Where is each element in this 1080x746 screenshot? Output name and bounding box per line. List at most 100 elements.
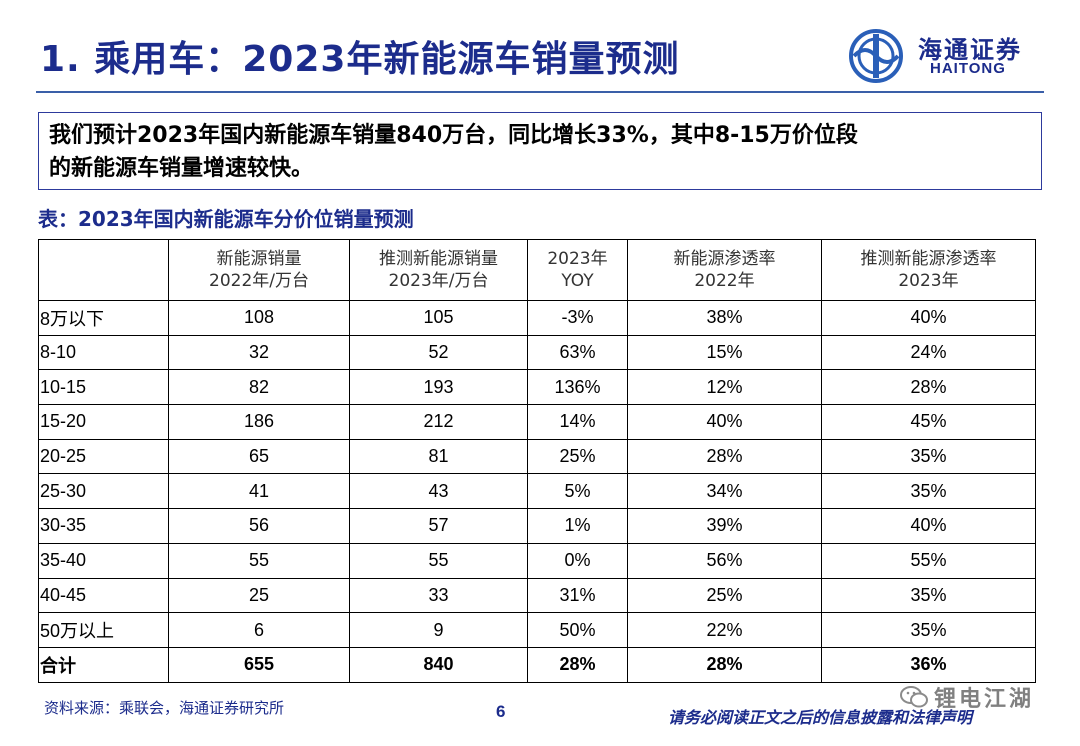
cell-penetration-2023: 28% [821,369,1036,406]
cell-penetration-2023: 55% [821,542,1036,579]
cell-penetration-2022: 28% [627,438,822,475]
table-row: 40-45 25 33 31% 25% 35% [38,577,1036,614]
cell-penetration-2023: 40% [821,508,1036,544]
header-cell-yoy: 2023年 YOY [527,239,628,301]
cell-penetration-2022: 15% [627,334,822,371]
cell-sales-2022: 82 [168,369,350,406]
cell-yoy: 25% [527,438,628,475]
table-row: 10-15 82 193 136% 12% 28% [38,369,1036,406]
cell-price-band: 25-30 [38,473,169,510]
header-cell-sales-2023: 推测新能源销量 2023年/万台 [349,239,528,301]
table-row: 25-30 41 43 5% 34% 35% [38,473,1036,510]
cell-sales-2022: 32 [168,334,350,371]
cell-penetration-2022: 39% [627,508,822,544]
header-cell-penetration-2023: 推测新能源渗透率 2023年 [821,239,1036,301]
source-note: 资料来源：乘联会，海通证券研究所 [44,699,285,717]
cell-penetration-2023: 40% [821,300,1036,336]
cell-yoy: 63% [527,334,628,371]
cell-sales-2023: 81 [349,438,528,475]
cell-yoy: 1% [527,508,628,544]
table-row: 20-25 65 81 25% 28% 35% [38,438,1036,475]
cell-sales-2022: 655 [168,646,350,683]
cell-price-band: 15-20 [38,404,169,440]
header-cell-sales-2022: 新能源销量 2022年/万台 [168,239,350,301]
cell-price-band: 10-15 [38,369,169,406]
cell-sales-2023: 52 [349,334,528,371]
cell-sales-2023: 33 [349,577,528,614]
cell-sales-2022: 186 [168,404,350,440]
summary-box: 我们预计2023年国内新能源车销量840万台，同比增长33%，其中8-15万价位… [38,112,1042,190]
cell-sales-2022: 65 [168,438,350,475]
cell-yoy: 50% [527,612,628,648]
cell-price-band: 50万以上 [38,612,169,648]
cell-yoy: 28% [527,646,628,683]
cell-penetration-2022: 22% [627,612,822,648]
cell-sales-2023: 212 [349,404,528,440]
cell-sales-2022: 56 [168,508,350,544]
cell-sales-2023: 840 [349,646,528,683]
cell-sales-2023: 57 [349,508,528,544]
cell-price-band: 40-45 [38,577,169,614]
sales-forecast-table: 新能源销量 2022年/万台 推测新能源销量 2023年/万台 2023年 YOY 新… [38,239,1036,683]
logo-chinese-name: 海通证券 [918,35,1022,64]
table-row: 8万以下 108 105 -3% 38% 40% [38,300,1036,336]
haitong-logo: 海通证券 HAITONG [848,28,1048,84]
cell-price-band: 8万以下 [38,300,169,336]
cell-yoy: 31% [527,577,628,614]
cell-penetration-2023: 35% [821,473,1036,510]
cell-penetration-2023: 35% [821,577,1036,614]
cell-penetration-2022: 38% [627,300,822,336]
cell-penetration-2023: 36% [821,646,1036,683]
haitong-emblem-icon [849,29,903,83]
cell-sales-2022: 41 [168,473,350,510]
table-row: 8-10 32 52 63% 15% 24% [38,334,1036,371]
watermark: 锂电江湖 [900,680,1070,714]
cell-yoy: 14% [527,404,628,440]
cell-yoy: 5% [527,473,628,510]
table-row: 50万以上 6 9 50% 22% 35% [38,612,1036,648]
cell-penetration-2022: 28% [627,646,822,683]
cell-sales-2023: 55 [349,542,528,579]
table-total-row: 合计 655 840 28% 28% 36% [38,646,1036,683]
cell-penetration-2023: 35% [821,612,1036,648]
header-cell-price-band [38,239,169,301]
cell-sales-2023: 43 [349,473,528,510]
header-cell-penetration-2022: 新能源渗透率 2022年 [627,239,822,301]
table-row: 15-20 186 212 14% 40% 45% [38,404,1036,440]
cell-penetration-2022: 34% [627,473,822,510]
summary-line: 的新能源车销量增速较快。 [49,156,314,181]
cell-sales-2022: 108 [168,300,350,336]
cell-yoy: 0% [527,542,628,579]
cell-penetration-2022: 56% [627,542,822,579]
header-divider [36,91,1044,93]
cell-sales-2022: 25 [168,577,350,614]
cell-yoy: -3% [527,300,628,336]
wechat-icon [900,686,928,708]
table-row: 30-35 56 57 1% 39% 40% [38,508,1036,544]
cell-price-band: 35-40 [38,542,169,579]
legal-disclaimer: 请务必阅读正文之后的信息披露和法律声明 [668,708,973,727]
cell-price-band: 8-10 [38,334,169,371]
table-caption: 表：2023年国内新能源车分价位销量预测 [38,207,414,231]
cell-yoy: 136% [527,369,628,406]
cell-sales-2023: 193 [349,369,528,406]
cell-penetration-2022: 12% [627,369,822,406]
logo-english-name: HAITONG [930,60,1006,77]
cell-price-band: 合计 [38,646,169,683]
cell-sales-2022: 6 [168,612,350,648]
cell-price-band: 20-25 [38,438,169,475]
watermark-text: 锂电江湖 [934,686,1035,711]
cell-price-band: 30-35 [38,508,169,544]
cell-penetration-2023: 24% [821,334,1036,371]
cell-penetration-2022: 25% [627,577,822,614]
cell-penetration-2023: 45% [821,404,1036,440]
cell-sales-2022: 55 [168,542,350,579]
summary-line: 我们预计2023年国内新能源车销量840万台，同比增长33%，其中8-15万价位… [49,123,858,148]
cell-sales-2023: 9 [349,612,528,648]
page-number: 6 [496,702,506,721]
cell-penetration-2023: 35% [821,438,1036,475]
table-header-row: 新能源销量 2022年/万台 推测新能源销量 2023年/万台 2023年 YOY 新… [38,239,1036,301]
page-title: 1. 乘用车：2023年新能源车销量预测 [40,39,680,80]
cell-penetration-2022: 40% [627,404,822,440]
table-row: 35-40 55 55 0% 56% 55% [38,542,1036,579]
